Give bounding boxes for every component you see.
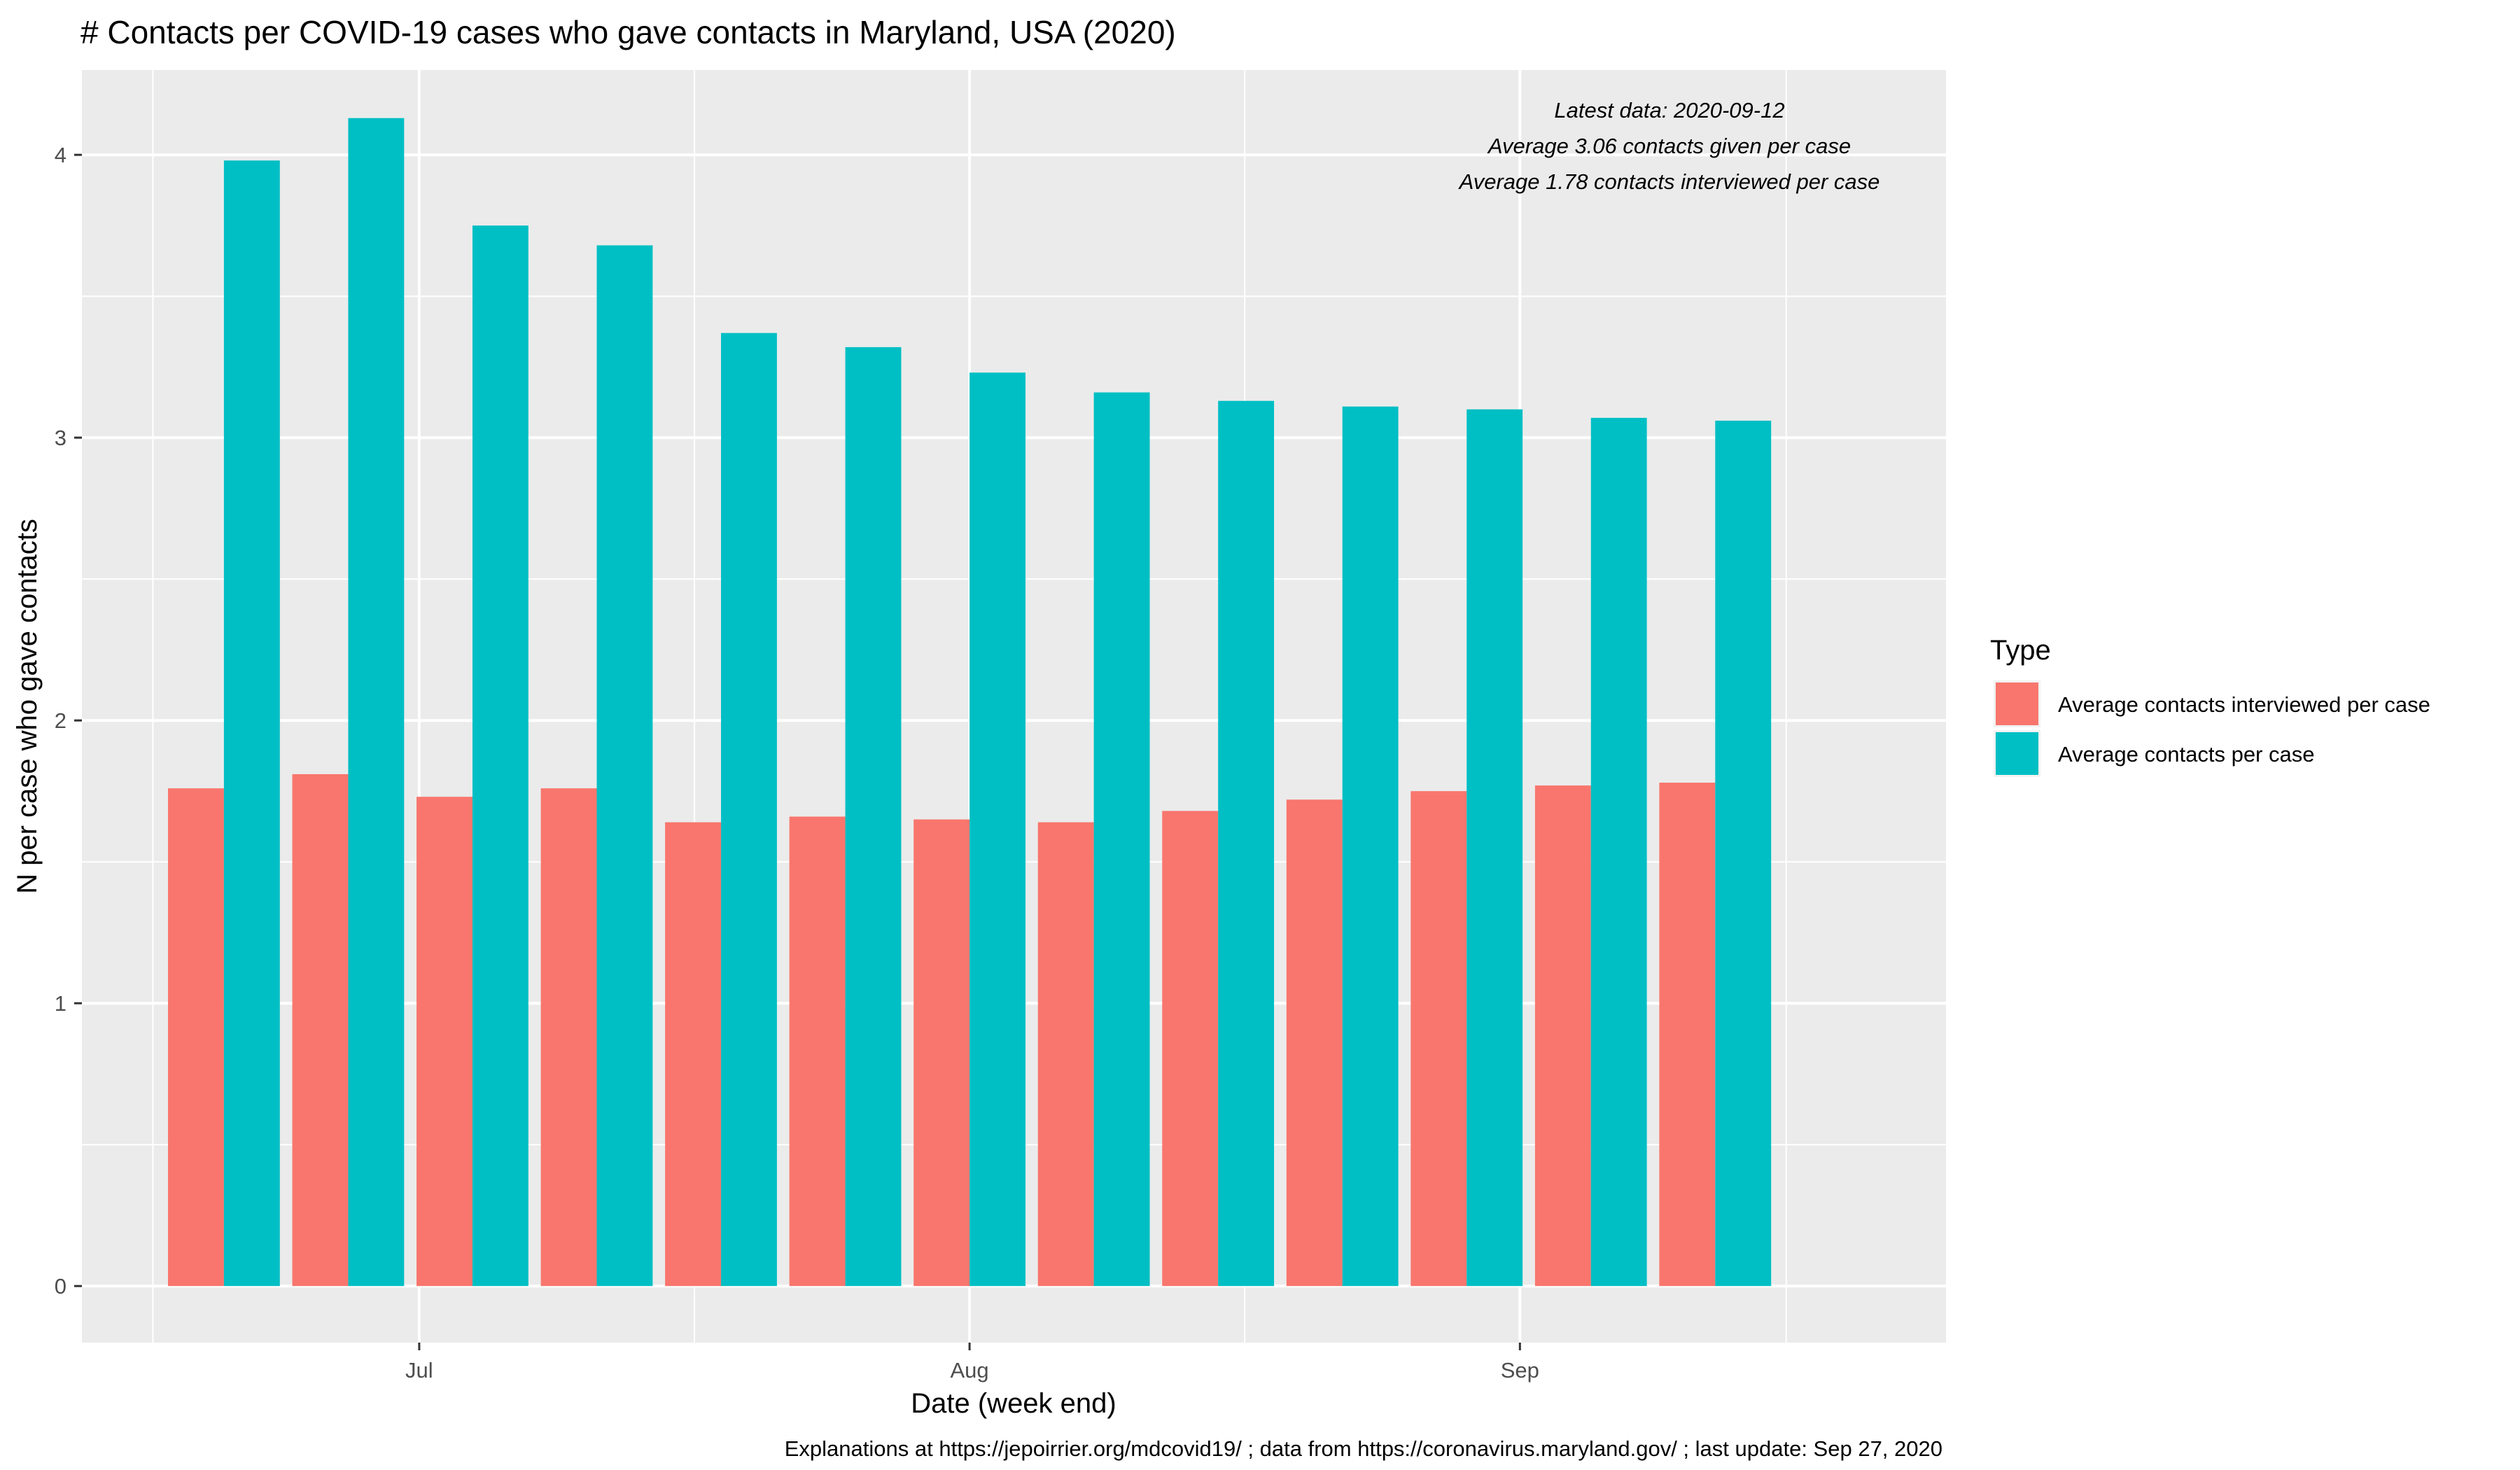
bar xyxy=(540,788,597,1287)
x-tick-label: Sep xyxy=(1501,1358,1539,1382)
bar xyxy=(1286,799,1343,1287)
bar xyxy=(223,160,280,1287)
annotation-average-given: Average 3.06 contacts given per case xyxy=(1487,134,1851,158)
bar xyxy=(789,816,846,1287)
bar xyxy=(596,245,653,1287)
bar xyxy=(721,332,777,1287)
x-tick-label: Jul xyxy=(405,1358,433,1382)
annotation: Latest data: 2020-09-12 Average 3.06 con… xyxy=(1458,98,1880,194)
bar xyxy=(348,118,405,1287)
chart-title: # Contacts per COVID-19 cases who gave c… xyxy=(80,14,1176,50)
legend-label: Average contacts interviewed per case xyxy=(2058,692,2430,717)
chart-caption: Explanations at https://jepoirrier.org/m… xyxy=(785,1436,1942,1461)
bar xyxy=(1162,811,1219,1287)
legend-title: Type xyxy=(1990,635,2051,666)
y-tick-label: 0 xyxy=(55,1274,66,1298)
legend-swatch xyxy=(1996,682,2038,725)
annotation-latest-data: Latest data: 2020-09-12 xyxy=(1554,98,1784,122)
bar xyxy=(845,346,902,1287)
bar xyxy=(1534,785,1591,1287)
y-tick-label: 2 xyxy=(55,708,66,733)
bar xyxy=(969,372,1026,1287)
y-tick-label: 1 xyxy=(55,991,66,1016)
x-tick-label: Aug xyxy=(951,1358,989,1382)
bar xyxy=(913,819,970,1287)
bar xyxy=(1342,406,1399,1287)
y-axis-title: N per case who gave contacts xyxy=(12,519,43,894)
legend: Type Average contacts interviewed per ca… xyxy=(1990,635,2430,777)
annotation-average-interviewed: Average 1.78 contacts interviewed per ca… xyxy=(1458,169,1880,194)
x-axis: Jul Aug Sep xyxy=(405,1343,1539,1382)
bar xyxy=(1410,791,1467,1287)
bars xyxy=(168,118,1772,1287)
y-axis: 0 1 2 3 4 xyxy=(55,143,82,1298)
bar xyxy=(1659,783,1716,1287)
y-tick-label: 3 xyxy=(55,426,66,450)
bar xyxy=(1466,409,1523,1287)
x-axis-title: Date (week end) xyxy=(911,1388,1116,1419)
y-tick-label: 4 xyxy=(55,143,66,167)
bar xyxy=(168,788,224,1287)
bar xyxy=(1590,417,1647,1287)
bar xyxy=(416,797,472,1287)
bar xyxy=(1715,420,1772,1287)
bar xyxy=(1093,392,1150,1287)
legend-swatch xyxy=(1996,732,2038,775)
bar xyxy=(1218,400,1275,1287)
bar xyxy=(472,225,528,1287)
bar xyxy=(1037,822,1094,1287)
bar xyxy=(665,822,722,1287)
bar xyxy=(292,774,349,1287)
legend-label: Average contacts per case xyxy=(2058,742,2314,766)
